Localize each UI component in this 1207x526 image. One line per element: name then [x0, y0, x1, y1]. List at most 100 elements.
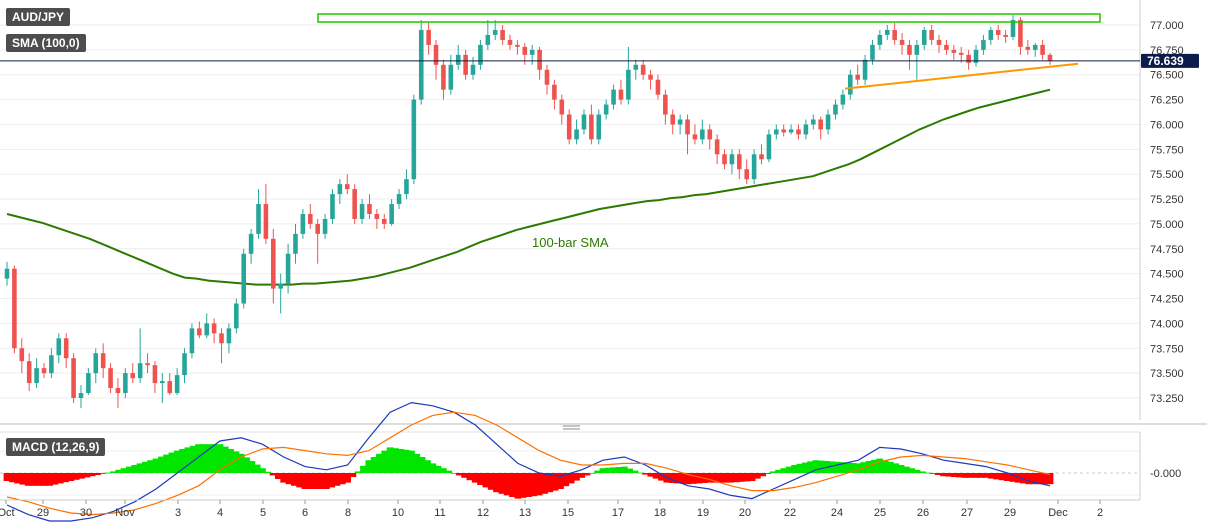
candle — [1010, 15, 1016, 40]
candle — [271, 228, 276, 304]
histogram-bar — [280, 473, 288, 483]
candle-body — [596, 114, 602, 140]
candle — [589, 104, 594, 145]
candle-body — [41, 368, 47, 374]
candle — [381, 213, 387, 229]
macd-indicator-label[interactable]: MACD (12,26,9) — [6, 438, 106, 456]
histogram-bar — [274, 473, 282, 479]
candle-body — [1018, 20, 1023, 47]
candle-body — [855, 74, 860, 80]
histogram-bar — [487, 473, 495, 490]
histogram-bar — [248, 461, 256, 473]
candle-body — [12, 268, 17, 349]
candle — [396, 189, 402, 210]
candle-body — [197, 328, 202, 336]
candle-body — [344, 184, 350, 190]
candle-body — [330, 194, 335, 219]
candle-body — [19, 348, 25, 362]
candle — [330, 189, 335, 224]
candle — [655, 74, 661, 100]
histogram-bar — [24, 473, 32, 486]
candle — [182, 348, 187, 384]
histogram-bar — [902, 466, 910, 473]
candle — [714, 134, 720, 165]
candle-body — [26, 361, 32, 384]
candle-body — [921, 29, 927, 45]
candle-body — [818, 119, 823, 130]
histogram-bar — [253, 464, 261, 473]
candle-body — [611, 89, 616, 105]
candle-body — [160, 381, 165, 384]
histogram-bar — [913, 469, 921, 473]
candle-body — [256, 204, 261, 234]
histogram-bar — [259, 468, 266, 473]
candle — [818, 116, 823, 140]
candle-body — [722, 154, 727, 165]
candle — [603, 99, 609, 120]
candle — [426, 23, 431, 55]
candle-body — [737, 154, 742, 170]
histogram-bar — [317, 473, 325, 489]
histogram-bar — [551, 473, 559, 491]
candle-body — [766, 134, 772, 160]
candle-body — [966, 54, 971, 63]
histogram-bar — [780, 468, 788, 473]
symbol-label[interactable]: AUD/JPY — [6, 8, 71, 26]
macd-line — [6, 401, 1051, 522]
candle-body — [1003, 34, 1008, 37]
histogram-bar — [370, 457, 378, 473]
candle-body — [100, 353, 106, 369]
histogram-bar — [8, 473, 16, 483]
histogram-bar — [450, 473, 458, 474]
histogram-bar — [349, 473, 357, 477]
y-tick-label: 74.250 — [1150, 294, 1184, 306]
x-tick-label: 2 — [1097, 507, 1103, 519]
candle-body — [307, 213, 313, 224]
candle — [359, 199, 365, 224]
x-tick-label: Dec — [1048, 507, 1068, 519]
histogram-bar — [83, 473, 91, 478]
x-tick-label: 11 — [434, 507, 445, 519]
sma-indicator-label[interactable]: SMA (100,0) — [6, 34, 86, 52]
candle-body — [929, 29, 934, 40]
candle-body — [448, 64, 454, 90]
candle-body — [315, 223, 320, 234]
histogram-bar — [1046, 473, 1054, 485]
x-tick-label: 5 — [260, 507, 266, 519]
candle-body — [603, 104, 609, 115]
histogram-bar — [72, 473, 80, 480]
candle-body — [663, 94, 668, 115]
histogram-bar — [652, 473, 660, 479]
histogram-bar — [562, 473, 570, 487]
candle — [411, 94, 417, 185]
candle — [49, 348, 54, 379]
y-tick-label: 73.500 — [1150, 368, 1184, 380]
histogram-bar — [445, 470, 453, 473]
histogram-bar — [668, 473, 676, 483]
candle-body — [1025, 46, 1031, 50]
candle — [315, 218, 320, 264]
histogram-bar — [365, 460, 373, 473]
candle — [633, 59, 639, 80]
histogram-bar — [99, 473, 107, 474]
candle — [781, 124, 786, 137]
histogram-bar — [988, 473, 995, 479]
histogram-bar — [408, 450, 415, 473]
histogram-bar — [216, 444, 224, 473]
candle — [759, 144, 764, 165]
histogram-bar — [934, 473, 942, 475]
histogram-bar — [1030, 473, 1038, 485]
candle — [1025, 39, 1031, 55]
candle-body — [219, 333, 224, 344]
candle-body — [34, 368, 39, 384]
candle — [41, 363, 47, 379]
histogram-bar — [360, 465, 367, 473]
candle — [855, 64, 860, 85]
x-tick-label: 29 — [1004, 507, 1016, 519]
candle-body — [951, 49, 957, 53]
candle — [256, 189, 261, 239]
histogram-bar — [610, 467, 618, 473]
candle-body — [278, 283, 283, 289]
histogram-bar — [950, 473, 958, 477]
